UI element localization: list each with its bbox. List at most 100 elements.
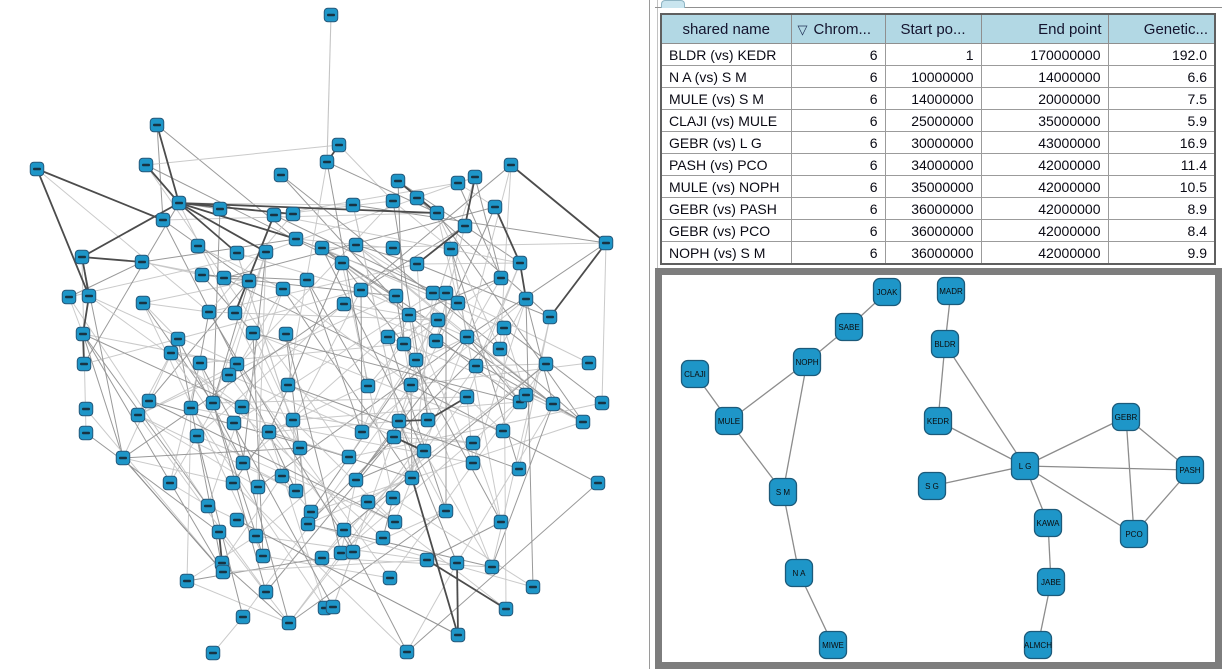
table-row[interactable]: N A (vs) S M 6 10000000 14000000 6.6 <box>660 65 1216 88</box>
network-edge[interactable] <box>1024 465 1191 471</box>
table-cell[interactable]: 10000000 <box>884 65 982 88</box>
network-node[interactable] <box>235 455 251 471</box>
table-row[interactable]: BLDR (vs) KEDR 6 1 170000000 192.0 <box>660 43 1216 66</box>
network-node[interactable] <box>401 307 417 323</box>
network-node[interactable] <box>390 173 406 189</box>
network-node[interactable] <box>241 273 257 289</box>
network-edge[interactable] <box>931 465 1026 487</box>
network-node[interactable] <box>545 396 561 412</box>
node-almch[interactable]: ALMCH <box>1023 630 1052 660</box>
table-cell[interactable]: 14000000 <box>980 65 1109 88</box>
table-row[interactable]: NOPH (vs) S M 6 36000000 42000000 9.9 <box>660 241 1216 265</box>
network-edge[interactable] <box>1024 465 1135 535</box>
table-cell[interactable]: 42000000 <box>980 241 1109 265</box>
main-network-view[interactable] <box>0 0 648 669</box>
network-node[interactable] <box>430 312 446 328</box>
network-node[interactable] <box>292 440 308 456</box>
network-node[interactable] <box>323 7 339 23</box>
node-madr[interactable]: MADR <box>936 276 966 306</box>
table-cell[interactable]: 10.5 <box>1107 175 1216 198</box>
network-node[interactable] <box>360 378 376 394</box>
table-cell[interactable]: 6 <box>790 65 886 88</box>
network-node[interactable] <box>348 237 364 253</box>
network-node[interactable] <box>288 483 304 499</box>
network-node[interactable] <box>234 399 250 415</box>
network-node[interactable] <box>248 528 264 544</box>
table-cell[interactable]: 7.5 <box>1107 87 1216 110</box>
network-node[interactable] <box>334 255 350 271</box>
network-node[interactable] <box>115 450 131 466</box>
table-cell[interactable]: 11.4 <box>1107 153 1216 176</box>
table-cell[interactable]: 35000000 <box>980 109 1109 132</box>
network-node[interactable] <box>495 423 511 439</box>
network-node[interactable] <box>465 435 481 451</box>
network-node[interactable] <box>354 424 370 440</box>
table-cell[interactable]: GEBR (vs) PASH <box>660 197 792 220</box>
table-cell[interactable]: 16.9 <box>1107 131 1216 154</box>
table-cell[interactable]: 35000000 <box>884 175 982 198</box>
network-node[interactable] <box>163 345 179 361</box>
table-cell[interactable]: GEBR (vs) PCO <box>660 219 792 242</box>
network-node[interactable] <box>450 627 466 643</box>
network-node[interactable] <box>385 240 401 256</box>
table-cell[interactable]: MULE (vs) NOPH <box>660 175 792 198</box>
network-node[interactable] <box>250 479 266 495</box>
network-node[interactable] <box>300 516 316 532</box>
table-row[interactable]: GEBR (vs) PASH 6 36000000 42000000 8.9 <box>660 197 1216 220</box>
table-cell[interactable]: 6 <box>790 175 886 198</box>
network-node[interactable] <box>314 240 330 256</box>
table-cell[interactable]: 30000000 <box>884 131 982 154</box>
table-cell[interactable]: 170000000 <box>980 43 1109 66</box>
network-node[interactable] <box>443 241 459 257</box>
network-node[interactable] <box>331 137 347 153</box>
table-cell[interactable]: 8.4 <box>1107 219 1216 242</box>
network-node[interactable] <box>29 161 45 177</box>
network-node[interactable] <box>135 295 151 311</box>
network-node[interactable] <box>74 249 90 265</box>
network-node[interactable] <box>205 645 221 661</box>
network-node[interactable] <box>130 407 146 423</box>
network-node[interactable] <box>273 167 289 183</box>
network-node[interactable] <box>258 584 274 600</box>
table-cell[interactable]: 20000000 <box>980 87 1109 110</box>
network-node[interactable] <box>226 415 242 431</box>
network-node[interactable] <box>275 281 291 297</box>
network-node[interactable] <box>189 428 205 444</box>
node-na[interactable]: N A <box>784 558 814 588</box>
network-node[interactable] <box>360 494 376 510</box>
network-node[interactable] <box>538 356 554 372</box>
network-node[interactable] <box>380 329 396 345</box>
network-node[interactable] <box>598 235 614 251</box>
table-cell[interactable]: CLAJI (vs) MULE <box>660 109 792 132</box>
network-node[interactable] <box>345 197 361 213</box>
table-cell[interactable]: 9.9 <box>1107 241 1216 265</box>
network-node[interactable] <box>155 212 171 228</box>
network-node[interactable] <box>420 412 436 428</box>
table-cell[interactable]: 42000000 <box>980 175 1109 198</box>
table-cell[interactable]: 25000000 <box>884 109 982 132</box>
network-node[interactable] <box>409 256 425 272</box>
network-node[interactable] <box>183 400 199 416</box>
network-node[interactable] <box>266 207 282 223</box>
table-cell[interactable]: 8.9 <box>1107 197 1216 220</box>
network-node[interactable] <box>409 190 425 206</box>
table-row[interactable]: MULE (vs) S M 6 14000000 20000000 7.5 <box>660 87 1216 110</box>
table-cell[interactable]: N A (vs) S M <box>660 65 792 88</box>
table-cell[interactable]: PASH (vs) PCO <box>660 153 792 176</box>
network-node[interactable] <box>303 504 319 520</box>
table-cell[interactable]: 42000000 <box>980 153 1109 176</box>
node-pco[interactable]: PCO <box>1119 519 1149 549</box>
table-cell[interactable]: 5.9 <box>1107 109 1216 132</box>
network-node[interactable] <box>484 559 500 575</box>
table-cell[interactable]: NOPH (vs) S M <box>660 241 792 265</box>
network-node[interactable] <box>162 475 178 491</box>
network-node[interactable] <box>492 341 508 357</box>
network-node[interactable] <box>457 218 473 234</box>
network-node[interactable] <box>190 238 206 254</box>
network-node[interactable] <box>255 548 271 564</box>
node-miwe[interactable]: MIWE <box>818 630 848 660</box>
table-row[interactable]: PASH (vs) PCO 6 34000000 42000000 11.4 <box>660 153 1216 176</box>
network-node[interactable] <box>459 389 475 405</box>
network-node[interactable] <box>81 288 97 304</box>
column-header-chrom[interactable]: ▽ Chrom... <box>790 13 886 44</box>
